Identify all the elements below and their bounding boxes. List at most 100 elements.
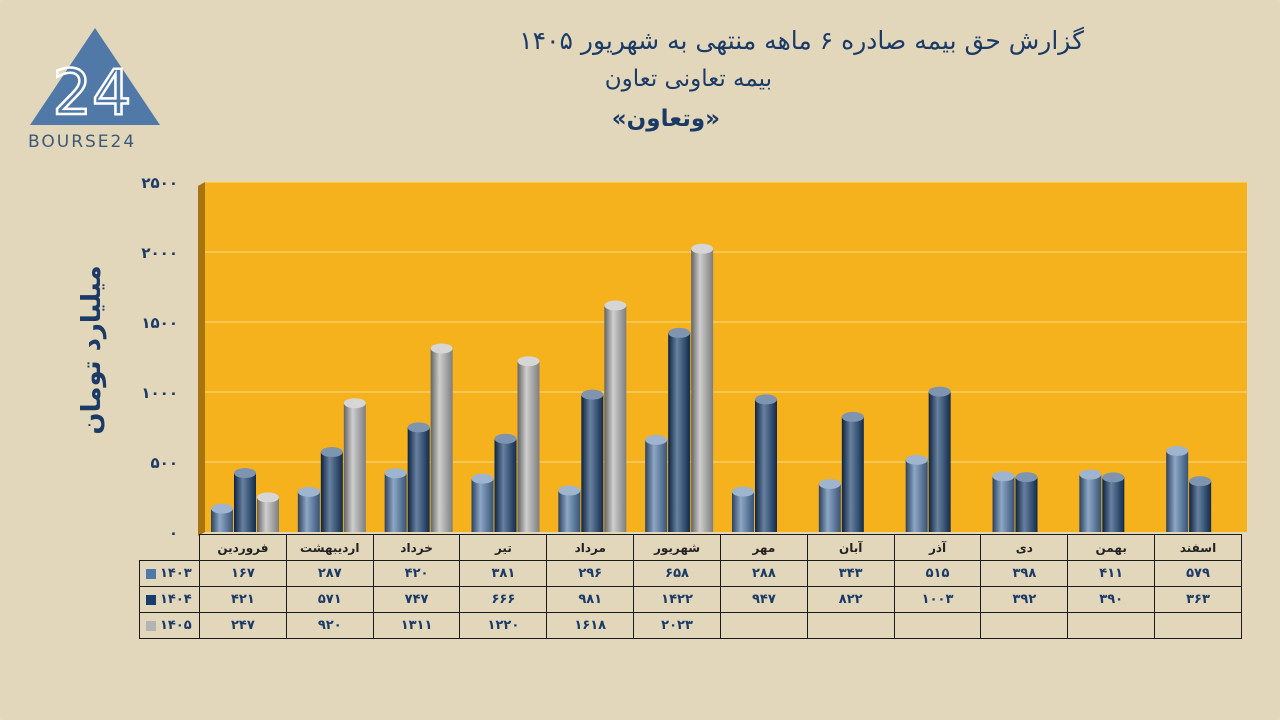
- data-label: ۴۱۱: [1067, 560, 1156, 587]
- bar-cap: [1189, 476, 1212, 487]
- bar: [928, 391, 951, 532]
- x-tick-label: خرداد: [372, 534, 461, 561]
- bar-cap: [818, 478, 841, 489]
- bar: [257, 497, 279, 532]
- data-label: ۵۷۹: [1154, 560, 1242, 587]
- data-label: ۸۲۲: [806, 586, 895, 613]
- data-label: ۱۲۲۰: [459, 612, 548, 639]
- svg-text:24: 24: [53, 56, 132, 129]
- legend-label: ۱۴۰۴: [160, 592, 192, 607]
- legend-swatch: [146, 568, 156, 579]
- bar-cap: [558, 485, 581, 496]
- bar: [1189, 481, 1212, 532]
- x-tick-label: بهمن: [1067, 534, 1156, 561]
- logo-text: BOURSE24: [28, 132, 137, 152]
- bar-cap: [732, 486, 754, 497]
- bar-cap: [320, 447, 343, 458]
- data-label: ۹۸۱: [546, 586, 635, 613]
- bar: [755, 399, 777, 532]
- data-label: ۱۳۱۱: [372, 612, 461, 639]
- table-row: ۱۴۰۳ ۱۶۷ ۲۸۷ ۴۲۰ ۳۸۱ ۲۹۶ ۶۵۸ ۲۸۸ ۳۴۳ ۵۱۵ ۳۹۸ ۴۱۱ ۵۷۹: [139, 560, 1242, 587]
- bar: [384, 473, 407, 532]
- data-label: ۱۰۰۳: [893, 586, 982, 613]
- bar-cap: [1079, 469, 1102, 480]
- data-label: ۳۹۸: [980, 560, 1069, 587]
- bar: [471, 478, 494, 532]
- x-tick-label: شهریور: [633, 534, 721, 561]
- bar-cap: [691, 243, 714, 254]
- data-label: ۲۹۶: [546, 560, 635, 587]
- bar: [558, 490, 581, 532]
- bar: [905, 459, 928, 532]
- bar-cap: [1166, 445, 1189, 456]
- bar-cap: [430, 343, 453, 354]
- y-tick-label: ۰: [169, 524, 178, 542]
- table-row: ۱۴۰۴ ۴۲۱ ۵۷۱ ۷۴۷ ۶۶۶ ۹۸۱ ۱۴۲۲ ۹۴۷ ۸۲۲ ۱۰۰۳ ۳۹۲ ۳۹۰ ۳…: [139, 586, 1242, 613]
- y-tick-label: ۵۰۰: [151, 454, 178, 472]
- x-tick-label: تیر: [459, 534, 548, 561]
- bar-cap: [257, 492, 279, 503]
- data-label: ۳۶۳: [1154, 586, 1242, 613]
- chart-title: گزارش حق بیمه صادره ۶ ماهه منتهی به شهری…: [519, 26, 1084, 55]
- bar-cap: [343, 398, 366, 409]
- data-label: [1154, 612, 1242, 639]
- data-label: ۶۵۸: [633, 560, 721, 587]
- data-label: ۵۷۱: [285, 586, 374, 613]
- bar: [1015, 477, 1038, 532]
- table-corner: [139, 534, 200, 561]
- data-label: ۲۴۷: [199, 612, 287, 639]
- bar-cap: [604, 300, 627, 311]
- data-label: ۳۹۰: [1067, 586, 1156, 613]
- plot-side-wall: [198, 182, 205, 536]
- x-tick-label: اردیبهشت: [285, 534, 374, 561]
- bar: [1079, 474, 1102, 532]
- bar-cap: [234, 468, 256, 479]
- data-label: ۷۴۷: [372, 586, 461, 613]
- data-label: ۲۰۲۳: [633, 612, 721, 639]
- bar-cap: [1015, 472, 1038, 483]
- bar: [343, 403, 366, 532]
- data-label: ۱۶۷: [199, 560, 287, 587]
- bar-cap: [668, 327, 691, 338]
- bar-cap: [407, 422, 430, 433]
- bar: [1102, 477, 1125, 532]
- data-label: [719, 612, 808, 639]
- bar-cap: [211, 503, 233, 514]
- chart-subtitle: بیمه تعاونی تعاون: [604, 66, 772, 92]
- bar: [320, 452, 343, 532]
- x-tick-label: آذر: [893, 534, 982, 561]
- data-label: [893, 612, 982, 639]
- table-header-row: فروردین اردیبهشت خرداد تیر مرداد شهریور مهر آبا…: [139, 534, 1242, 561]
- data-label: ۲۸۷: [285, 560, 374, 587]
- bar: [581, 394, 604, 532]
- x-tick-label: فروردین: [199, 534, 287, 561]
- bar-cap: [928, 386, 951, 397]
- data-label: ۱۶۱۸: [546, 612, 635, 639]
- plot-area: [205, 182, 1247, 532]
- bar-cap: [384, 468, 407, 479]
- data-label: ۵۱۵: [893, 560, 982, 587]
- table-row: ۱۴۰۵ ۲۴۷ ۹۲۰ ۱۳۱۱ ۱۲۲۰ ۱۶۱۸ ۲۰۲۳: [139, 612, 1242, 639]
- legend-label: ۱۴۰۳: [160, 566, 192, 581]
- bar: [297, 491, 320, 532]
- data-label: ۹۴۷: [719, 586, 808, 613]
- bourse24-logo: 24: [30, 28, 160, 130]
- bar-cap: [992, 471, 1015, 482]
- bar-cap: [471, 473, 494, 484]
- legend-entry: ۱۴۰۵: [139, 612, 200, 639]
- bar: [494, 438, 517, 532]
- data-label: [1067, 612, 1156, 639]
- legend-entry: ۱۴۰۴: [139, 586, 200, 613]
- bar: [818, 483, 841, 532]
- bar: [992, 476, 1015, 532]
- data-label: ۶۶۶: [459, 586, 548, 613]
- bar: [234, 473, 256, 532]
- data-table: فروردین اردیبهشت خرداد تیر مرداد شهریور مهر آبا…: [139, 534, 1242, 639]
- bar: [604, 305, 627, 532]
- bar-cap: [297, 486, 320, 497]
- bar: [668, 332, 691, 532]
- bar: [841, 416, 864, 532]
- bar: [430, 348, 453, 532]
- data-label: ۳۴۳: [806, 560, 895, 587]
